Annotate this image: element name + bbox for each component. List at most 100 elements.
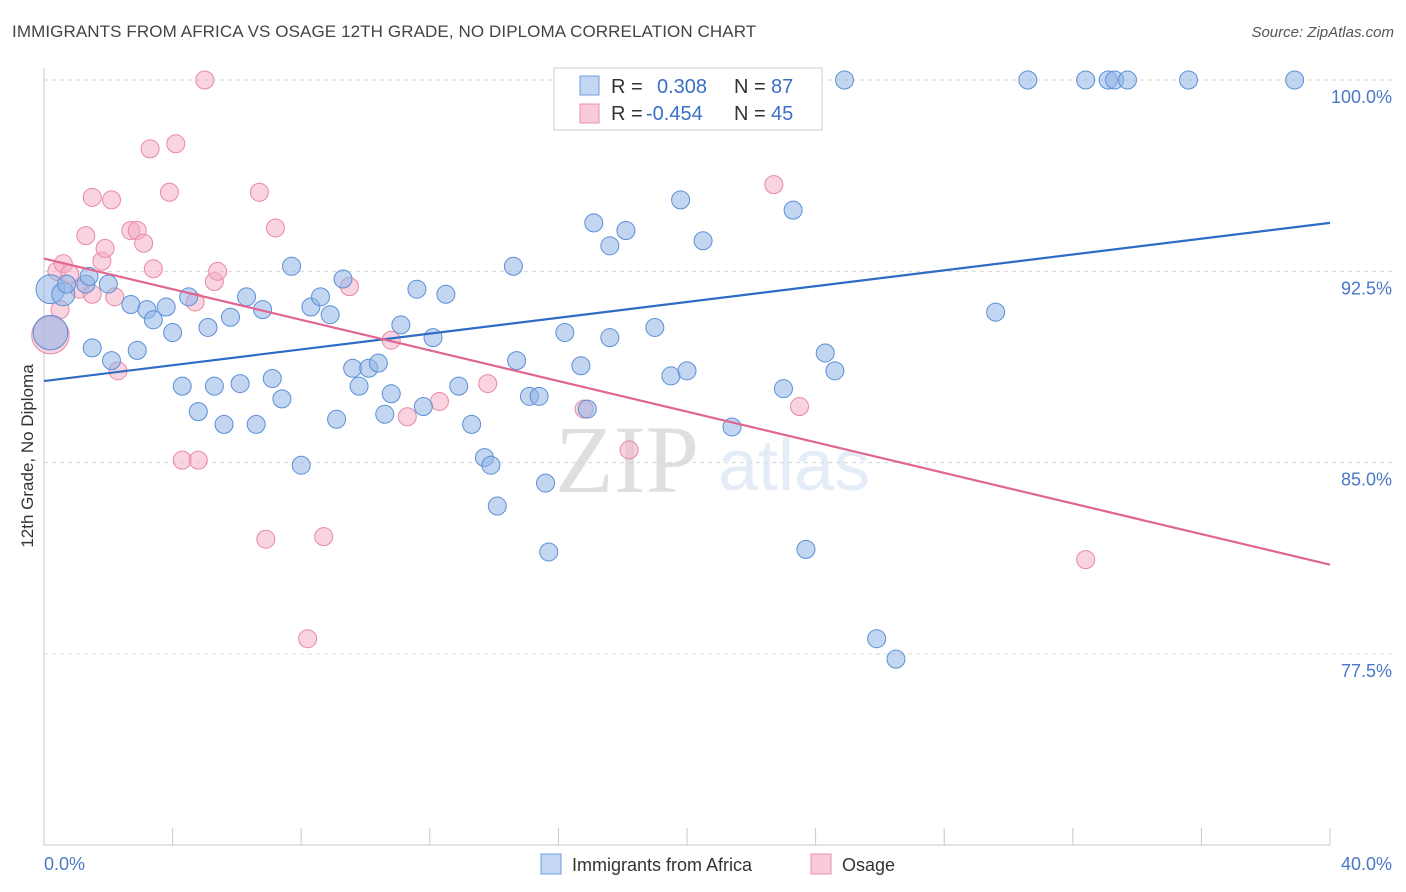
x-tick-label-max: 40.0% [1341, 854, 1392, 874]
osage-point [397, 407, 417, 427]
stats-n-value-blue: 87 [771, 76, 793, 98]
stats-n-label-blue: N = [734, 76, 766, 98]
africa-point [616, 221, 636, 241]
y-tick-label: 100.0% [1331, 87, 1392, 107]
gridlines [44, 79, 1392, 655]
osage-point [478, 374, 498, 394]
africa-point [783, 200, 803, 220]
africa-point [349, 376, 369, 396]
africa-point [291, 455, 311, 475]
africa-point [333, 269, 353, 289]
africa-point [577, 399, 597, 419]
africa-point [815, 343, 835, 363]
osage-point [102, 190, 122, 210]
africa-point [381, 384, 401, 404]
trend-lines [43, 221, 1331, 566]
africa-point [536, 473, 556, 493]
africa-point [886, 649, 906, 669]
osage-point [143, 259, 163, 279]
africa-point [796, 539, 816, 559]
africa-point [172, 376, 192, 396]
africa-point [272, 389, 292, 409]
africa-point [163, 323, 183, 343]
stats-n-value-pink: 45 [771, 103, 793, 125]
africa-point [671, 190, 691, 210]
x-tick-label-min: 0.0% [44, 854, 85, 874]
osage-point [208, 261, 228, 281]
osage-point [249, 182, 269, 202]
legend: Immigrants from Africa Osage [540, 853, 895, 875]
africa-point [835, 70, 855, 90]
africa-point [571, 356, 591, 376]
africa-point [343, 358, 363, 378]
osage-point [82, 187, 102, 207]
africa-point [677, 361, 697, 381]
africa-point [1179, 70, 1199, 90]
africa-point [449, 376, 469, 396]
africa-point [102, 351, 122, 371]
africa-point [156, 297, 176, 317]
africa-point [481, 455, 501, 475]
stats-swatch-blue [579, 75, 600, 96]
africa-point [1018, 70, 1038, 90]
africa-point [82, 338, 102, 358]
africa-point [539, 542, 559, 562]
stats-box: R = 0.308 N = 87 R = -0.454 N = 45 [553, 67, 823, 131]
source-credit: Source: ZipAtlas.com [1251, 24, 1394, 41]
africa-point [220, 307, 240, 327]
africa-point [368, 353, 388, 373]
africa-point [127, 340, 147, 360]
africa-point [310, 287, 330, 307]
africa-point [600, 328, 620, 348]
africa-point [462, 414, 482, 434]
osage-point [95, 238, 115, 258]
africa-point [98, 274, 118, 294]
y-axis-label: 12th Grade, No Diploma [18, 364, 37, 548]
africa-point [600, 236, 620, 256]
stats-r-label-pink: R = [611, 103, 643, 125]
africa-point [188, 402, 208, 422]
y-axis-tick-labels: 77.5% 85.0% 92.5% 100.0% [1331, 87, 1392, 681]
africa-point [1076, 70, 1096, 90]
legend-swatch-osage [810, 853, 832, 875]
stats-swatch-pink [579, 103, 600, 124]
legend-swatch-africa [540, 853, 562, 875]
africa-point [825, 361, 845, 381]
osage-point [166, 134, 186, 154]
osage-point [76, 226, 96, 246]
africa-point [1285, 70, 1305, 90]
y-tick-label: 85.0% [1341, 470, 1392, 490]
stats-r-label-blue: R = [611, 76, 643, 98]
africa-point [230, 374, 250, 394]
osage-point [429, 391, 449, 411]
africa-point [320, 305, 340, 325]
osage-point [195, 70, 215, 90]
africa-point [143, 310, 163, 330]
x-axis-ticks [43, 828, 1331, 845]
africa-point [503, 256, 523, 276]
africa-point [584, 213, 604, 233]
africa-point [436, 284, 456, 304]
osage-point [188, 450, 208, 470]
osage-point [256, 529, 276, 549]
legend-label-africa: Immigrants from Africa [572, 855, 753, 875]
africa-point [555, 323, 575, 343]
watermark-atlas: atlas [718, 426, 870, 506]
africa-point [487, 496, 507, 516]
osage-point [619, 440, 639, 460]
legend-label-osage: Osage [842, 855, 895, 875]
y-tick-label: 92.5% [1341, 278, 1392, 298]
y-tick-label: 77.5% [1341, 661, 1392, 681]
africa-point [413, 397, 433, 417]
africa-point [645, 317, 665, 337]
osage-point [265, 218, 285, 238]
africa-point [121, 294, 141, 314]
africa-point [661, 366, 681, 386]
osage-point [159, 182, 179, 202]
africa-point [375, 404, 395, 424]
africa-point [57, 274, 77, 294]
africa-point [32, 314, 69, 351]
osage-point [764, 175, 784, 195]
africa-point [282, 256, 302, 276]
